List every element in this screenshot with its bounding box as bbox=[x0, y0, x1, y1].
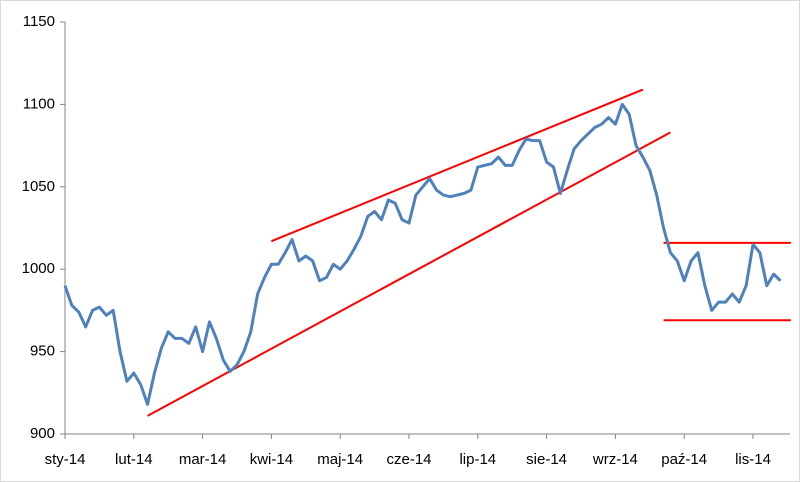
x-tick-label: lut-14 bbox=[115, 451, 153, 468]
series-line bbox=[63, 102, 782, 406]
y-tick-label: 1150 bbox=[23, 13, 55, 30]
x-tick-label: cze-14 bbox=[386, 451, 431, 468]
x-tick-label: kwi-14 bbox=[250, 451, 293, 468]
y-tick-label: 1050 bbox=[22, 178, 55, 195]
x-tick-label: maj-14 bbox=[317, 451, 363, 468]
x-tick-label: lip-14 bbox=[459, 451, 496, 468]
x-tick-label: sie-14 bbox=[526, 451, 567, 468]
x-tick-label: mar-14 bbox=[179, 451, 227, 468]
x-tick-label: sty-14 bbox=[45, 451, 86, 468]
y-tick-label: 1000 bbox=[22, 260, 55, 277]
x-tick-label: wrz-14 bbox=[592, 451, 638, 468]
y-tick-label: 1100 bbox=[23, 95, 55, 112]
x-tick-label: paź-14 bbox=[661, 451, 707, 468]
y-tick-label: 950 bbox=[30, 343, 55, 360]
x-tick-label: lis-14 bbox=[735, 451, 771, 468]
trend-line bbox=[271, 88, 644, 243]
y-tick-label: 900 bbox=[30, 425, 55, 442]
